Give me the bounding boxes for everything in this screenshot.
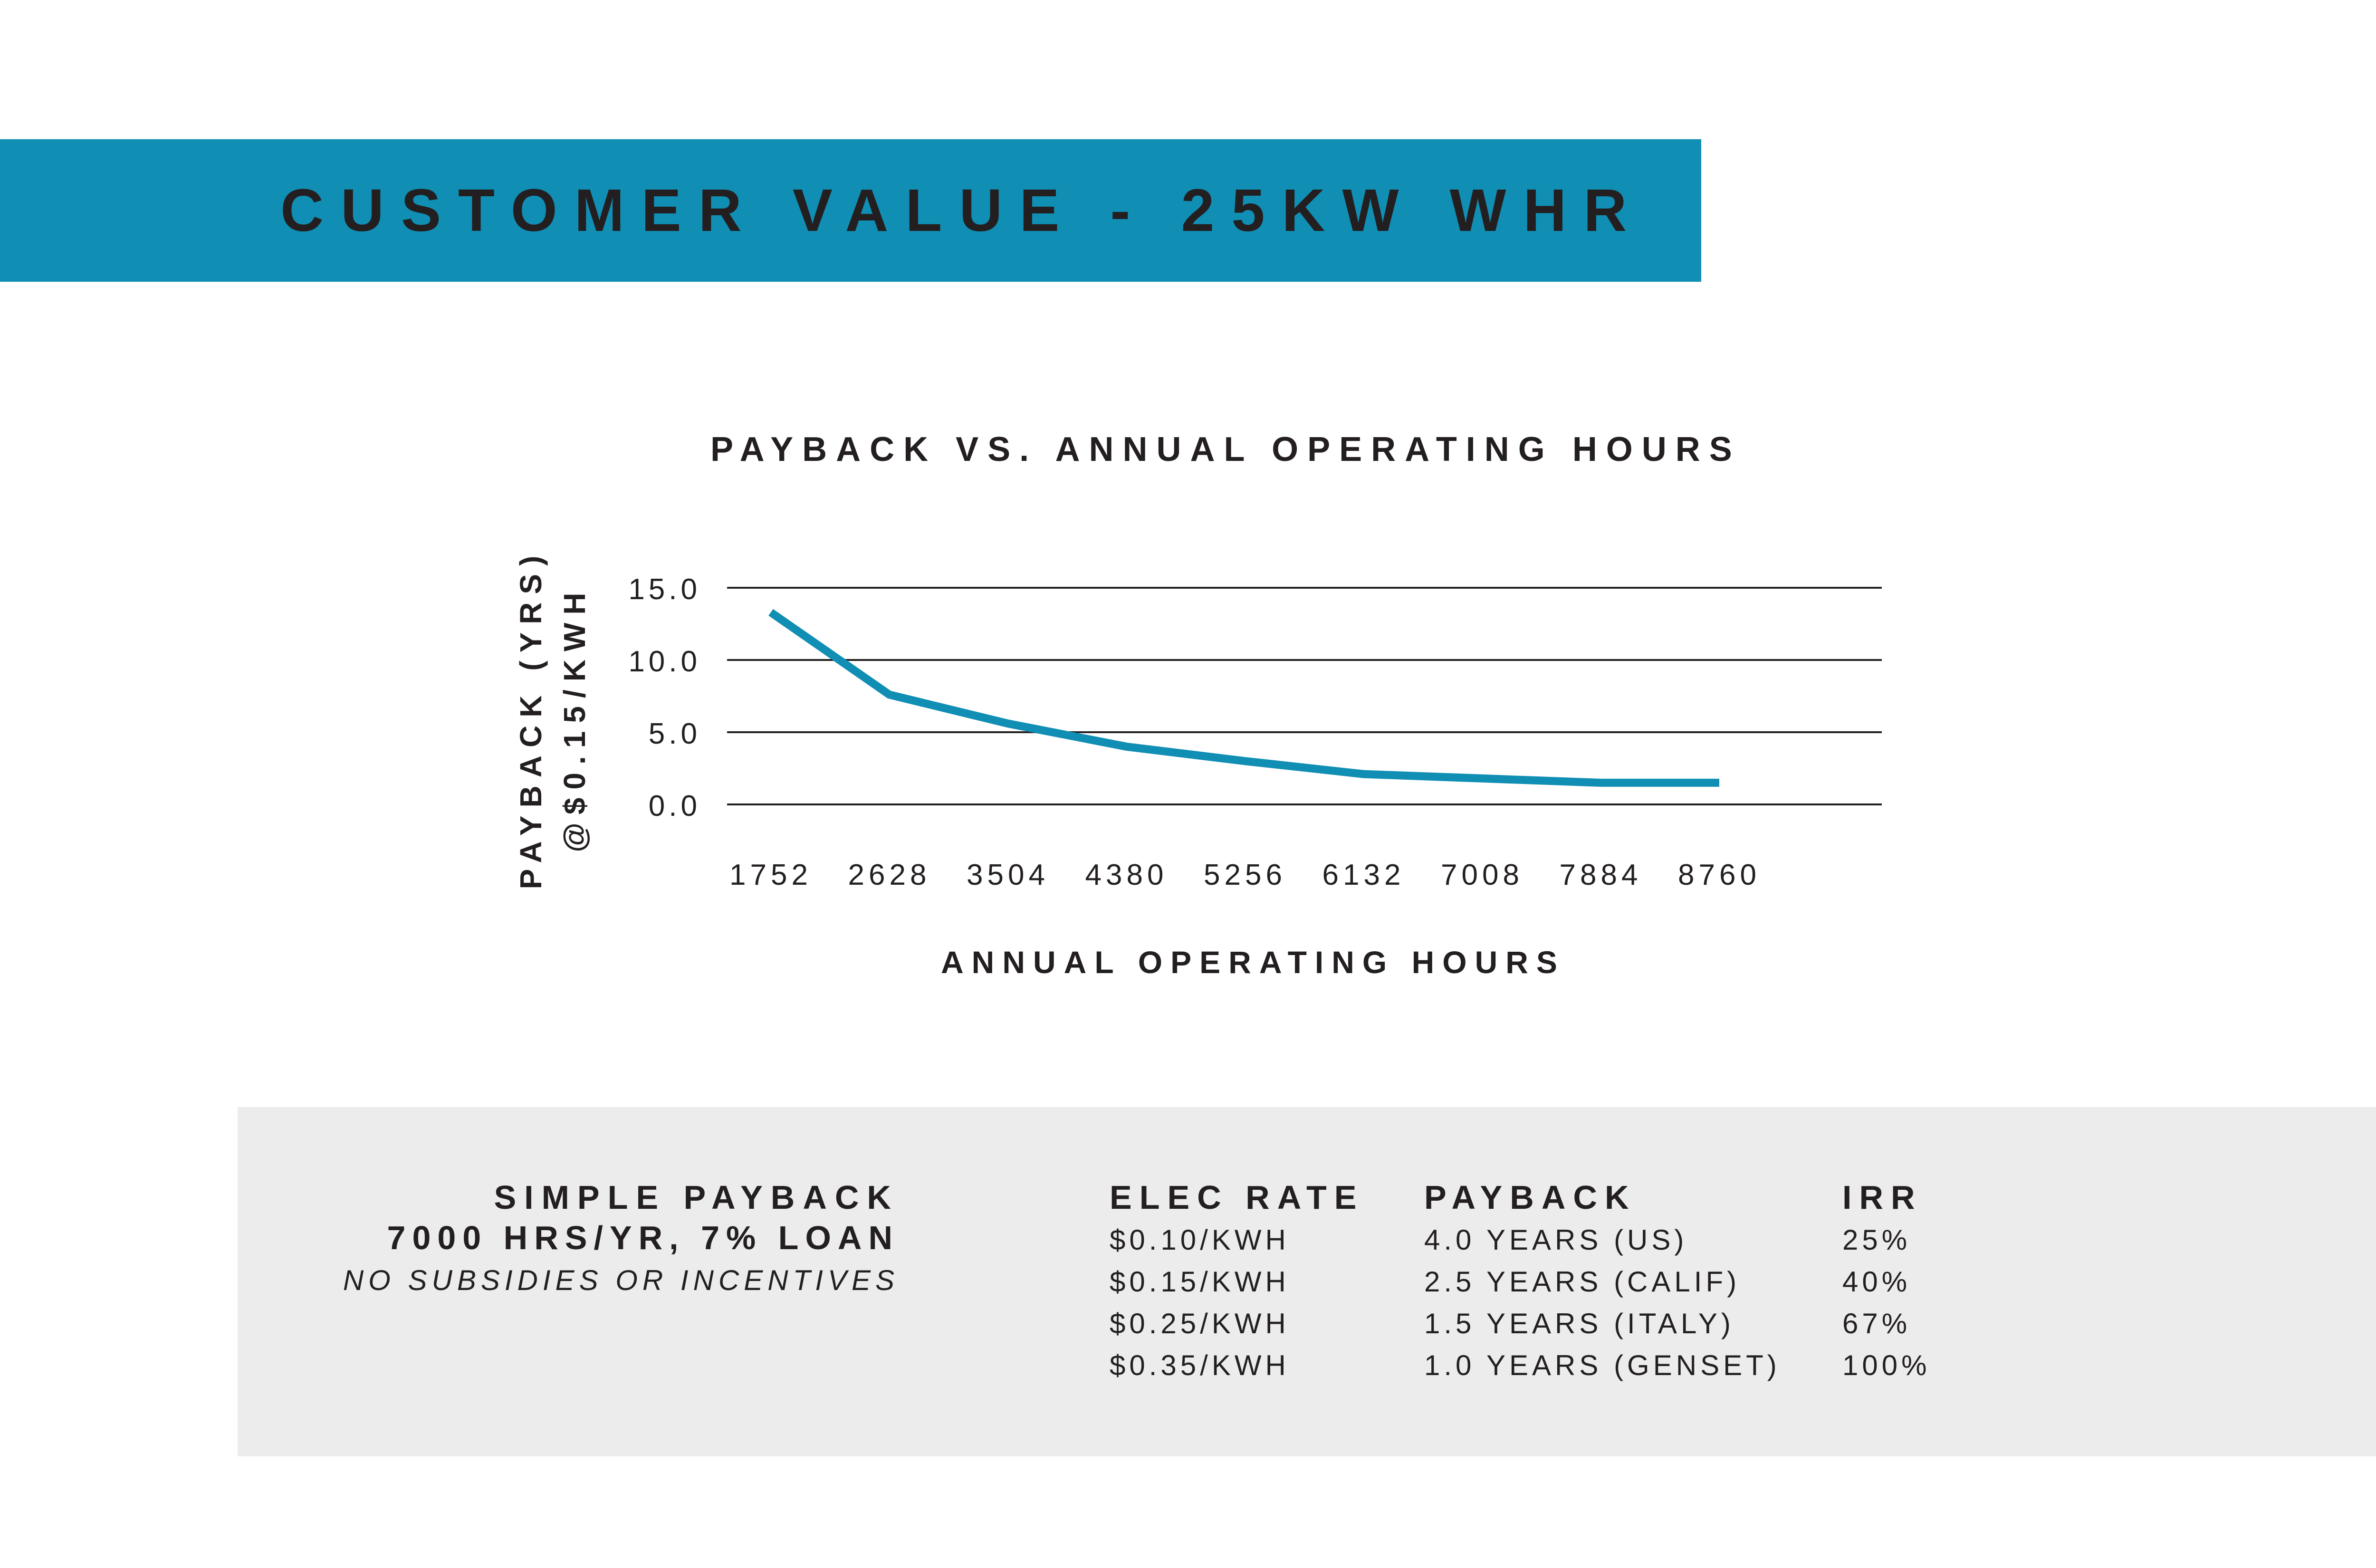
summary-panel: SIMPLE PAYBACK 7000 HRS/YR, 7% LOAN NO S…: [238, 1107, 2376, 1456]
table-cell: $0.10/KWH: [1110, 1224, 1290, 1256]
y-tick-label: 5.0: [649, 717, 701, 750]
table-column-payback: PAYBACK 4.0 YEARS (US) 2.5 YEARS (CALIF)…: [1424, 1178, 1781, 1386]
x-tick-label: 8760: [1678, 859, 1761, 891]
x-tick-label: 4380: [1085, 859, 1168, 891]
table-cell: 25%: [1842, 1224, 1911, 1256]
chart-title: PAYBACK VS. ANNUAL OPERATING HOURS: [710, 430, 1741, 468]
table-cell: $0.35/KWH: [1110, 1349, 1290, 1381]
table-column-irr: IRR 25% 40% 67% 100%: [1842, 1178, 1930, 1386]
x-tick-label: 7008: [1441, 859, 1523, 891]
y-tick-label: 0.0: [649, 790, 701, 822]
table-cell: 67%: [1842, 1308, 1911, 1339]
table-header: PAYBACK: [1424, 1179, 1637, 1216]
summary-subheading: 7000 HRS/YR, 7% LOAN: [387, 1219, 899, 1256]
table-cell: 1.0 YEARS (GENSET): [1424, 1349, 1781, 1381]
x-tick-label: 1752: [729, 859, 812, 891]
summary-heading: SIMPLE PAYBACK: [494, 1179, 899, 1216]
table-cell: 100%: [1842, 1349, 1931, 1381]
x-tick-label: 3504: [967, 859, 1049, 891]
table-cell: 4.0 YEARS (US): [1424, 1224, 1688, 1256]
y-tick-label: 10.0: [628, 645, 701, 678]
table-cell: $0.25/KWH: [1110, 1308, 1290, 1339]
y-tick-label: 15.0: [628, 573, 701, 606]
table-column-elec-rate: ELEC RATE $0.10/KWH $0.15/KWH $0.25/KWH …: [1110, 1178, 1364, 1386]
x-tick-label: 5256: [1204, 859, 1286, 891]
x-tick-label: 2628: [848, 859, 931, 891]
table-cell: $0.15/KWH: [1110, 1266, 1290, 1298]
series-line: [768, 609, 1719, 787]
summary-note: NO SUBSIDIES OR INCENTIVES: [343, 1264, 899, 1296]
x-tick-label: 7884: [1560, 859, 1642, 891]
page-title: CUSTOMER VALUE - 25KW WHR: [280, 177, 1644, 244]
x-axis-label: ANNUAL OPERATING HOURS: [941, 945, 1565, 980]
table-header: IRR: [1842, 1179, 1923, 1216]
table-header: ELEC RATE: [1110, 1179, 1364, 1216]
table-cell: 40%: [1842, 1266, 1911, 1298]
table-cell: 1.5 YEARS (ITALY): [1424, 1308, 1734, 1339]
x-tick-label: 6132: [1322, 859, 1405, 891]
title-banner: CUSTOMER VALUE - 25KW WHR: [0, 139, 1701, 282]
table-cell: 2.5 YEARS (CALIF): [1424, 1266, 1741, 1298]
